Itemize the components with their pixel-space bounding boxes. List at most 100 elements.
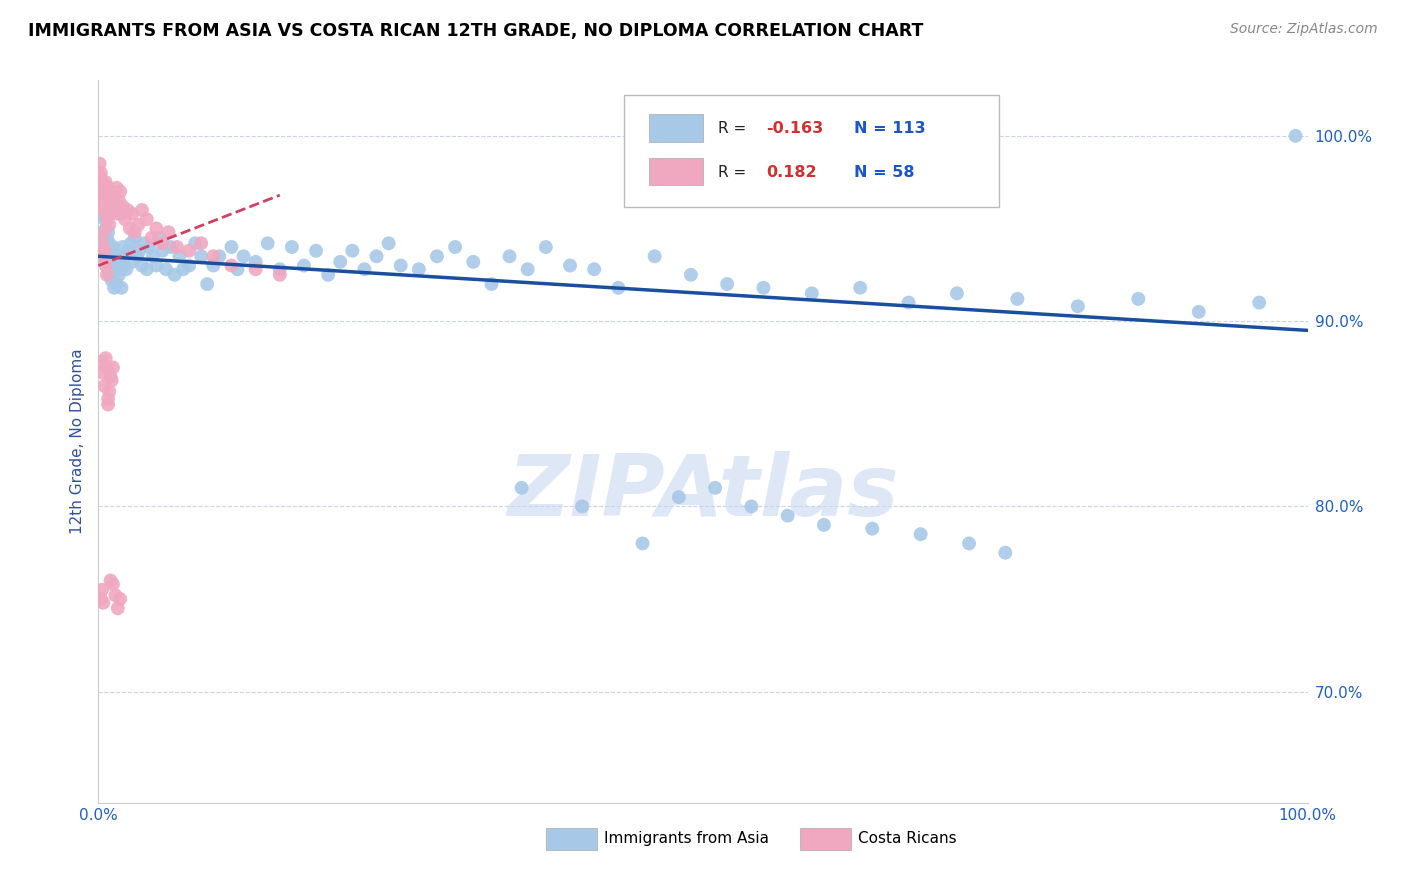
Point (93, 244, 115, 258)
Point (366, 249, 388, 263)
Point (93, 212, 115, 227)
Point (740, 500, 762, 514)
Point (131, 259, 153, 273)
Point (994, 546, 1017, 560)
Point (91, 194, 114, 208)
Point (100, 244, 122, 258)
Point (90, 180, 112, 194)
Point (91, 366, 114, 380)
Text: R =: R = (717, 164, 751, 179)
Point (813, 517, 835, 532)
Point (800, 286, 823, 301)
Point (89, 169, 111, 184)
Point (138, 240, 160, 254)
Point (91, 582, 114, 597)
Point (127, 218, 149, 232)
Point (208, 249, 231, 263)
Point (316, 268, 339, 282)
Point (90, 592, 112, 607)
Point (160, 240, 183, 254)
Point (668, 490, 690, 504)
Point (221, 259, 243, 273)
Point (269, 268, 291, 282)
Point (100, 194, 122, 208)
Point (107, 207, 129, 221)
Point (127, 249, 149, 263)
Point (94, 244, 117, 258)
Point (172, 262, 194, 277)
Point (179, 259, 201, 273)
Point (98, 384, 121, 399)
Point (269, 262, 291, 277)
Point (342, 244, 364, 258)
Point (112, 259, 135, 273)
Point (408, 262, 430, 277)
Point (155, 262, 177, 277)
Point (96, 255, 118, 269)
Point (91, 596, 114, 610)
Point (108, 262, 131, 277)
Point (679, 268, 702, 282)
Point (245, 262, 267, 277)
Point (94, 221, 117, 235)
Point (142, 249, 165, 263)
Text: N = 58: N = 58 (855, 164, 915, 179)
Point (96, 231, 118, 245)
Point (202, 249, 225, 263)
Point (860, 522, 883, 536)
Text: IMMIGRANTS FROM ASIA VS COSTA RICAN 12TH GRADE, NO DIPLOMA CORRELATION CHART: IMMIGRANTS FROM ASIA VS COSTA RICAN 12TH… (28, 22, 924, 40)
Point (98, 268, 121, 282)
Point (98, 188, 121, 202)
Point (131, 202, 153, 217)
Point (108, 185, 131, 199)
Point (100, 373, 122, 387)
Point (583, 262, 606, 277)
Point (103, 188, 125, 202)
Point (1067, 299, 1090, 313)
Point (94, 351, 117, 366)
Point (152, 244, 174, 258)
Point (704, 481, 727, 495)
Point (105, 277, 128, 291)
Point (104, 199, 127, 213)
Point (103, 281, 125, 295)
Point (292, 259, 315, 273)
Point (96, 212, 118, 227)
Point (141, 231, 163, 245)
Point (93, 240, 115, 254)
Point (124, 225, 146, 239)
Text: R =: R = (717, 121, 751, 136)
Point (121, 207, 143, 221)
Point (202, 259, 225, 273)
Text: Immigrants from Asia: Immigrants from Asia (603, 831, 769, 847)
Point (104, 262, 127, 277)
Point (94, 175, 117, 189)
Bar (800, 828, 851, 850)
Point (121, 255, 143, 269)
Point (97, 202, 120, 217)
Point (120, 236, 142, 251)
Point (166, 240, 188, 254)
Text: -0.163: -0.163 (766, 121, 823, 136)
Text: ZIPAtlas: ZIPAtlas (508, 450, 898, 533)
Point (100, 207, 122, 221)
Point (190, 236, 212, 251)
Point (444, 240, 467, 254)
Point (510, 481, 533, 495)
Point (111, 199, 134, 213)
Point (100, 199, 122, 213)
Point (91, 236, 114, 251)
Point (716, 277, 738, 291)
Point (957, 536, 980, 550)
Point (135, 212, 157, 227)
Point (134, 236, 156, 251)
Point (89, 202, 111, 217)
Point (558, 259, 581, 273)
Point (516, 262, 538, 277)
Point (1188, 305, 1211, 319)
Point (1128, 292, 1150, 306)
Point (100, 273, 122, 287)
Point (97, 392, 120, 406)
Point (97, 397, 120, 411)
Point (245, 255, 267, 269)
